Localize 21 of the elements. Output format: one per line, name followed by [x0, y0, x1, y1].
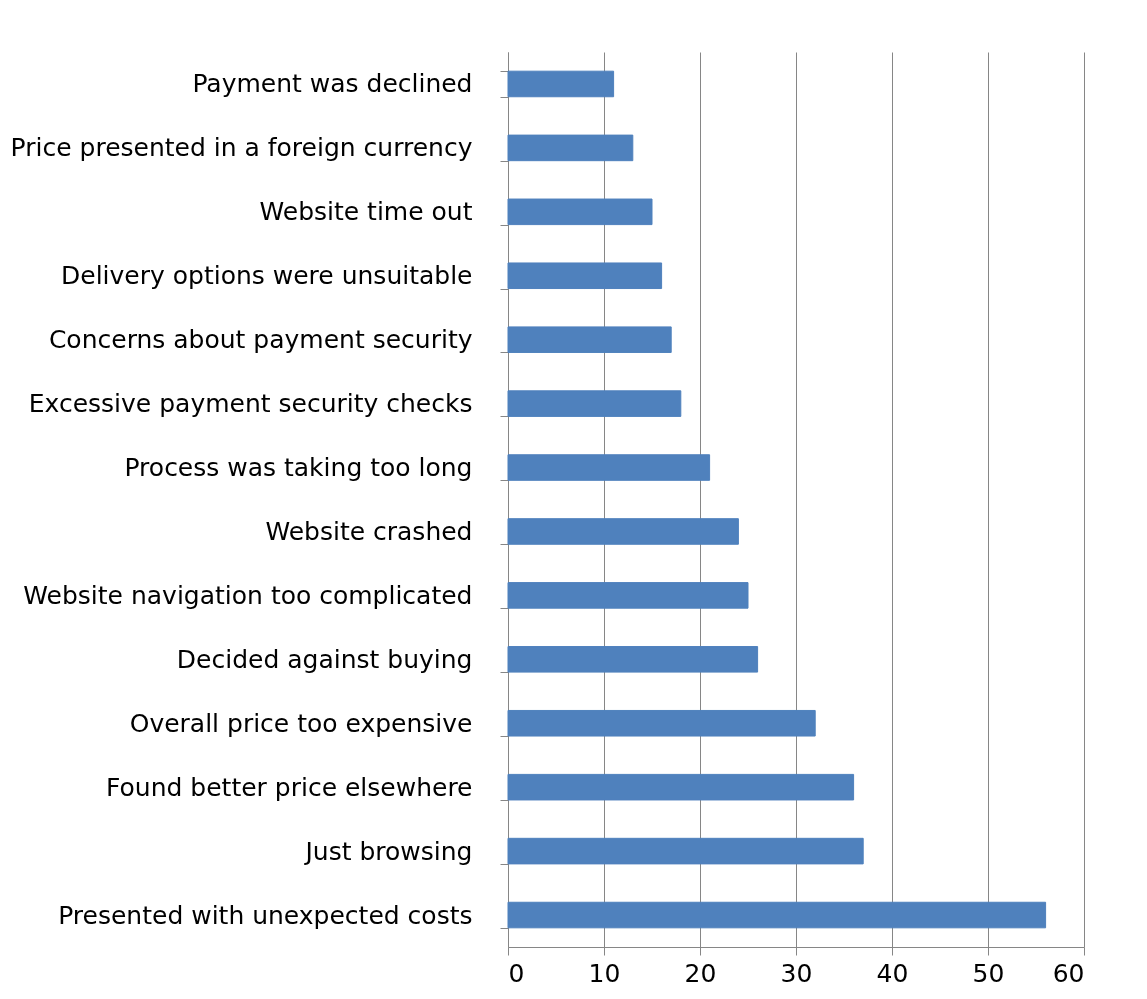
- y-tick-label: Excessive payment security checks: [28, 389, 473, 419]
- y-tick-label: Just browsing: [303, 836, 473, 866]
- y-tick-label: Process was taking too long: [124, 453, 473, 483]
- y-tick-label: Website time out: [259, 197, 473, 227]
- y-tick-label: Website crashed: [265, 516, 473, 546]
- y-tick-label: Payment was declined: [192, 69, 473, 99]
- x-tick-label: 0: [508, 958, 525, 988]
- y-tick-label: Concerns about payment security: [48, 325, 473, 355]
- y-tick-label: Decided against buying: [176, 644, 473, 674]
- y-tick-label: Found better price elsewhere: [106, 772, 473, 802]
- x-tick-label: 10: [588, 958, 621, 988]
- y-tick-label: Presented with unexpected costs: [58, 900, 473, 930]
- x-tick-label: 40: [876, 958, 909, 988]
- x-tick-label: 30: [780, 958, 813, 988]
- y-tick-label: Delivery options were unsuitable: [61, 261, 473, 291]
- x-tick-label: 20: [684, 958, 717, 988]
- x-tick-label: 50: [972, 958, 1005, 988]
- y-tick-label: Website navigation too complicated: [23, 580, 473, 610]
- x-tick-label: 60: [1052, 958, 1085, 988]
- y-tick-label: Overall price too expensive: [129, 708, 473, 738]
- y-tick-label: Price presented in a foreign currency: [10, 133, 473, 163]
